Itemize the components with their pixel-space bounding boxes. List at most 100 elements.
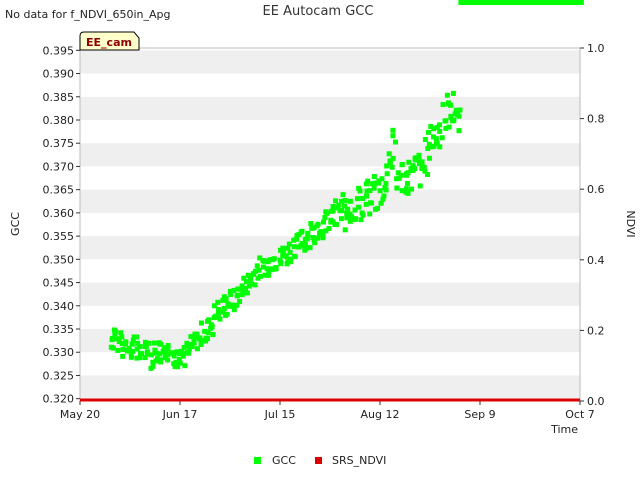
gcc-point (403, 186, 409, 192)
gcc-point (379, 176, 385, 182)
gcc-point (237, 286, 243, 292)
gcc-point (165, 357, 171, 363)
legend-ndvi-label: SRS_NDVI (332, 454, 386, 467)
gcc-point (280, 245, 286, 251)
gcc-point (357, 188, 363, 194)
gcc-point (342, 227, 348, 233)
x-tick-label: Aug 12 (361, 408, 400, 421)
gcc-point (330, 203, 336, 209)
gcc-point (153, 350, 159, 356)
gcc-point (162, 351, 168, 357)
gcc-point (241, 275, 247, 281)
x-axis: May 20 Jun 17 Jul 15 Aug 12 Sep 9 Oct 7 (60, 401, 595, 421)
gcc-point (440, 102, 446, 108)
gcc-point (144, 349, 150, 355)
gcc-point (262, 272, 268, 278)
gcc-point (298, 229, 304, 235)
gcc-point (273, 266, 279, 272)
gcc-point (134, 355, 140, 361)
y-left-tick-label: 0.335 (43, 323, 75, 336)
x-tick-label: Sep 9 (464, 408, 495, 421)
gcc-point (174, 349, 180, 355)
gcc-point (252, 282, 258, 288)
gcc-point (395, 170, 401, 176)
gcc-point (354, 196, 360, 202)
gcc-point (194, 346, 200, 352)
gcc-point (390, 127, 396, 133)
gcc-point (134, 334, 140, 340)
gcc-point (211, 315, 217, 321)
gcc-point (254, 263, 260, 269)
gcc-point (451, 117, 457, 123)
gcc-point (148, 352, 154, 358)
gcc-point (291, 244, 297, 250)
gcc-point (112, 331, 118, 337)
gcc-point (457, 107, 463, 113)
gcc-point (347, 218, 353, 224)
y-left-tick-label: 0.395 (43, 44, 75, 57)
gcc-point (143, 343, 149, 349)
gcc-point (375, 205, 381, 211)
gcc-point (266, 270, 272, 276)
gcc-point (109, 337, 115, 343)
gcc-point (120, 353, 126, 359)
gcc-point (231, 287, 237, 293)
gcc-point (390, 133, 396, 139)
gcc-point (364, 193, 370, 199)
gcc-point (412, 155, 418, 161)
gcc-point (417, 183, 423, 189)
y-left-tick-label: 0.360 (43, 207, 75, 220)
gcc-point (127, 348, 133, 354)
gcc-point (280, 249, 286, 255)
gcc-point (416, 152, 422, 158)
y-left-tick-label: 0.345 (43, 277, 75, 290)
gcc-point (337, 208, 343, 214)
gcc-point (198, 341, 204, 347)
gcc-point (152, 347, 158, 353)
gcc-point (322, 214, 328, 220)
gcc-point (220, 309, 226, 315)
gcc-point (339, 198, 345, 204)
gcc-point (320, 230, 326, 236)
gcc-point (294, 236, 300, 242)
gcc-point (380, 196, 386, 202)
gcc-point (396, 175, 402, 181)
gcc-point (577, 0, 583, 5)
gcc-point (419, 159, 425, 165)
gcc-point (202, 328, 208, 334)
gcc-point (286, 241, 292, 247)
gcc-point (116, 339, 122, 345)
gcc-point (368, 200, 374, 206)
gcc-point (394, 185, 400, 191)
gcc-point (377, 188, 383, 194)
y-left-tick-label: 0.330 (43, 346, 75, 359)
gcc-point (376, 178, 382, 184)
gcc-point (154, 356, 160, 362)
gcc-point (271, 256, 277, 262)
grid-band (80, 329, 580, 353)
gcc-point (211, 303, 217, 309)
gcc-point (320, 235, 326, 241)
gcc-point (476, 0, 482, 5)
gcc-point (450, 90, 456, 96)
gcc-point (320, 219, 326, 225)
gcc-point (378, 200, 384, 206)
gcc-point (283, 254, 289, 260)
gcc-point (498, 0, 504, 5)
gcc-point (340, 192, 346, 198)
gcc-point (128, 354, 134, 360)
x-tick-label: Jun 17 (162, 408, 198, 421)
gcc-point (206, 317, 212, 323)
gcc-point (316, 230, 322, 236)
legend-gcc-label: GCC (272, 454, 296, 467)
gcc-point (176, 357, 182, 363)
gcc-point (197, 335, 203, 341)
gcc-point (224, 311, 230, 317)
y-left-tick-label: 0.365 (43, 184, 75, 197)
gcc-point (386, 151, 392, 157)
x-tick-label: Oct 7 (565, 408, 595, 421)
gcc-point (257, 255, 263, 261)
gcc-point (363, 181, 369, 187)
y-left-axis: 0.320 0.325 0.330 0.335 0.340 0.345 0.350 0.355… (43, 44, 80, 406)
gcc-point (239, 283, 245, 289)
